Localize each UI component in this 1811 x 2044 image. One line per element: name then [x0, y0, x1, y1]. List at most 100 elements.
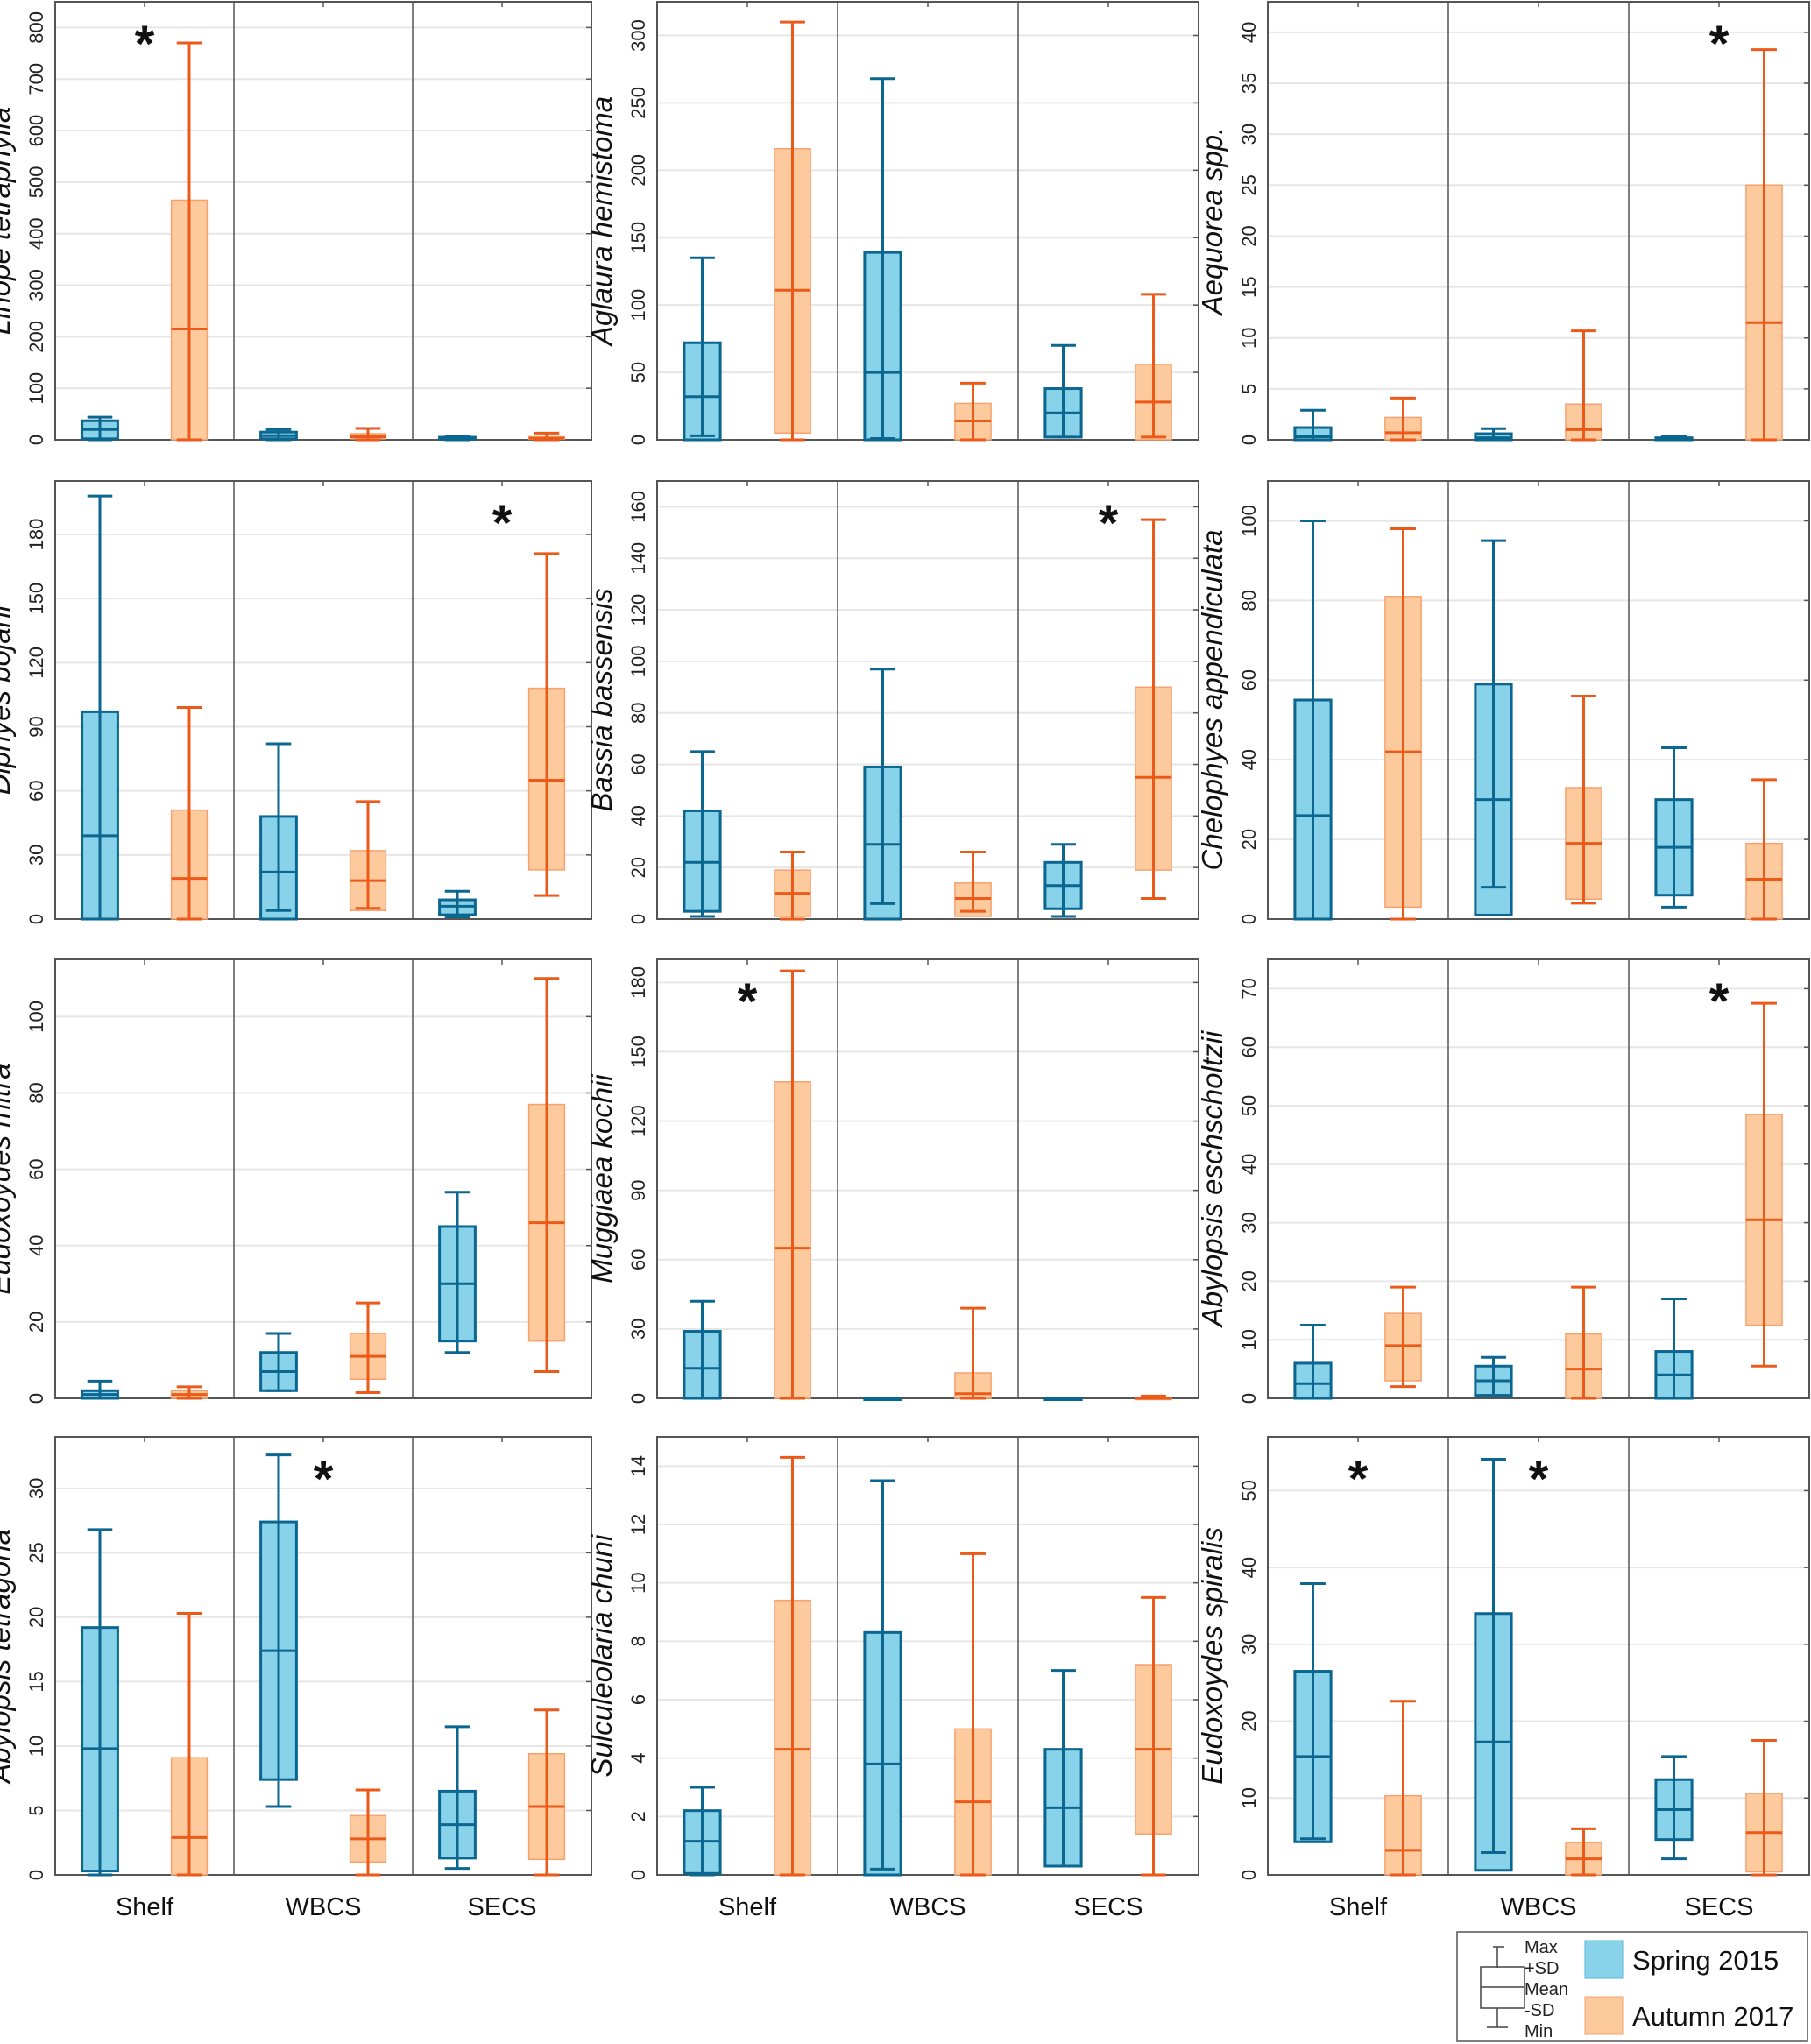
y-tick-label: 180	[25, 519, 47, 551]
y-tick-label: 90	[627, 1179, 649, 1200]
legend-stat-mean: Mean	[1524, 1980, 1568, 1999]
significance-marker: *	[492, 495, 513, 552]
panel-muggiaea-kochii: 0 30 60 90 120 150 180 Muggiaea kochii *	[585, 958, 1199, 1404]
y-tick-label: 10	[1238, 1787, 1260, 1808]
legend-swatch-spring	[1584, 1940, 1624, 1979]
box-autumn	[954, 1552, 992, 1877]
legend-stat-max: Max	[1524, 1938, 1558, 1957]
y-tick-label: 0	[627, 435, 649, 445]
y-tick-label: 30	[627, 1319, 649, 1340]
y-tick-label: 30	[1238, 124, 1260, 145]
y-tick-label: 20	[1238, 1710, 1260, 1731]
y-tick-label: 40	[1238, 22, 1260, 43]
y-tick-label: 60	[627, 1249, 649, 1270]
y-tick-label: 50	[1238, 1095, 1260, 1116]
y-tick-label: 100	[627, 646, 649, 678]
box-spring	[863, 77, 902, 442]
box-spring	[1654, 1297, 1694, 1400]
x-category-label: WBCS	[890, 1893, 966, 1921]
box-spring	[1293, 519, 1333, 921]
box-spring	[863, 1397, 902, 1401]
y-tick-label: 4	[627, 1753, 649, 1764]
significance-marker: *	[1529, 1451, 1549, 1508]
y-tick-label: 20	[25, 1607, 47, 1628]
x-category-label: Shelf	[1329, 1893, 1388, 1921]
y-tick-label: 180	[627, 966, 649, 999]
box-autumn	[1745, 1738, 1783, 1877]
y-tick-label: 60	[627, 753, 649, 774]
x-category-label: SECS	[468, 1893, 537, 1921]
box-autumn	[349, 1788, 387, 1877]
box-autumn	[1384, 527, 1422, 921]
box-spring	[683, 1299, 722, 1400]
y-tick-label: 0	[25, 1393, 47, 1404]
y-tick-label: 12	[627, 1514, 649, 1535]
y-tick-label: 30	[1238, 1634, 1260, 1655]
y-tick-label: 30	[25, 1478, 47, 1499]
y-tick-label: 0	[25, 914, 47, 924]
box-autumn	[1384, 1285, 1422, 1389]
legend: Max +SD Mean -SD Min Spring 2015 Autumn …	[1456, 1931, 1808, 2042]
box-autumn	[1565, 694, 1602, 905]
y-tick-label: 600	[25, 115, 47, 147]
x-category-label: SECS	[1685, 1893, 1754, 1921]
x-category-label: Shelf	[718, 1893, 777, 1921]
y-tick-label: 10	[25, 1736, 47, 1757]
y-tick-label: 20	[1238, 225, 1260, 246]
box-spring	[1043, 343, 1083, 439]
y-tick-label: 60	[1238, 669, 1260, 690]
panel-aglaura-hemistoma: 0 50 100 150 200 250 300 Aglaura hemistoma	[585, 1, 1199, 445]
y-tick-label: 300	[25, 269, 47, 301]
y-axis-label: Bassia bassensis	[585, 589, 618, 812]
box-autumn	[1745, 778, 1783, 921]
legend-swatch-autumn	[1584, 1996, 1624, 2035]
y-tick-label: 140	[627, 542, 649, 575]
panel-abylopsis-eschscholtzii: 0 10 20 30 40 50 60 70 Abylopsis eschscholtzii *	[1196, 958, 1810, 1404]
plot-frame	[1267, 480, 1810, 920]
legend-stats-glyph	[1480, 1946, 1525, 2028]
y-tick-label: 40	[1238, 1557, 1260, 1578]
y-tick-label: 120	[627, 594, 649, 626]
box-spring	[1293, 1582, 1333, 1843]
y-tick-label: 0	[627, 914, 649, 924]
legend-label-spring: Spring 2015	[1632, 1945, 1779, 1976]
panel-sulculeolaria-chuni: 0 2 4 6 8 10 12 14 Sulculeolaria chuni Shelf WBCS S…	[585, 1436, 1199, 1921]
significance-marker: *	[314, 1451, 334, 1508]
panel-eudoxoydes-spiralis: 0 10 20 30 40 50 Eudoxoydes spiralis * Shelf * WBC…	[1196, 1436, 1810, 1921]
panel-eudoxoydes-mitra: 0 20 40 60 80 100 Eudoxoydes mitra	[0, 958, 592, 1404]
box-autumn	[349, 1301, 387, 1394]
box-spring	[683, 256, 722, 442]
box-spring	[81, 494, 119, 921]
y-tick-label: 700	[25, 63, 47, 95]
y-tick-label: 30	[1238, 1212, 1260, 1233]
box-spring	[438, 435, 477, 442]
y-tick-label: 40	[25, 1234, 47, 1255]
y-axis-label: Muggiaea kochii	[585, 1073, 618, 1284]
box-autumn	[1745, 1001, 1783, 1368]
box-autumn	[1745, 48, 1783, 442]
box-autumn	[527, 431, 566, 442]
y-axis-label: Abylopsis tetragona	[0, 1529, 16, 1785]
y-tick-label: 120	[627, 1105, 649, 1137]
box-autumn	[954, 851, 992, 917]
box-spring	[438, 1725, 477, 1871]
box-spring	[1474, 427, 1513, 442]
y-tick-label: 30	[25, 845, 47, 866]
legend-stat-min: Min	[1524, 2022, 1553, 2041]
y-tick-label: 80	[1238, 590, 1260, 611]
y-axis-label: Aequorea spp.	[1196, 127, 1228, 317]
y-tick-label: 60	[1238, 1036, 1260, 1057]
panel-chelophyes-appendiculata: 0 20 40 60 80 100 Chelophyes appendiculata	[1196, 480, 1810, 924]
y-tick-label: 50	[1238, 1480, 1260, 1501]
y-tick-label: 10	[1238, 327, 1260, 348]
box-autumn	[1135, 518, 1172, 900]
significance-marker: *	[738, 973, 758, 1030]
y-tick-label: 6	[627, 1694, 649, 1705]
box-spring	[259, 1332, 298, 1392]
box-spring	[1654, 435, 1694, 442]
box-spring	[1043, 1669, 1083, 1868]
y-axis-label: Aglaura hemistoma	[585, 96, 618, 347]
y-tick-label: 40	[1238, 1154, 1260, 1175]
box-spring	[1474, 1355, 1513, 1397]
box-spring	[259, 1453, 298, 1808]
